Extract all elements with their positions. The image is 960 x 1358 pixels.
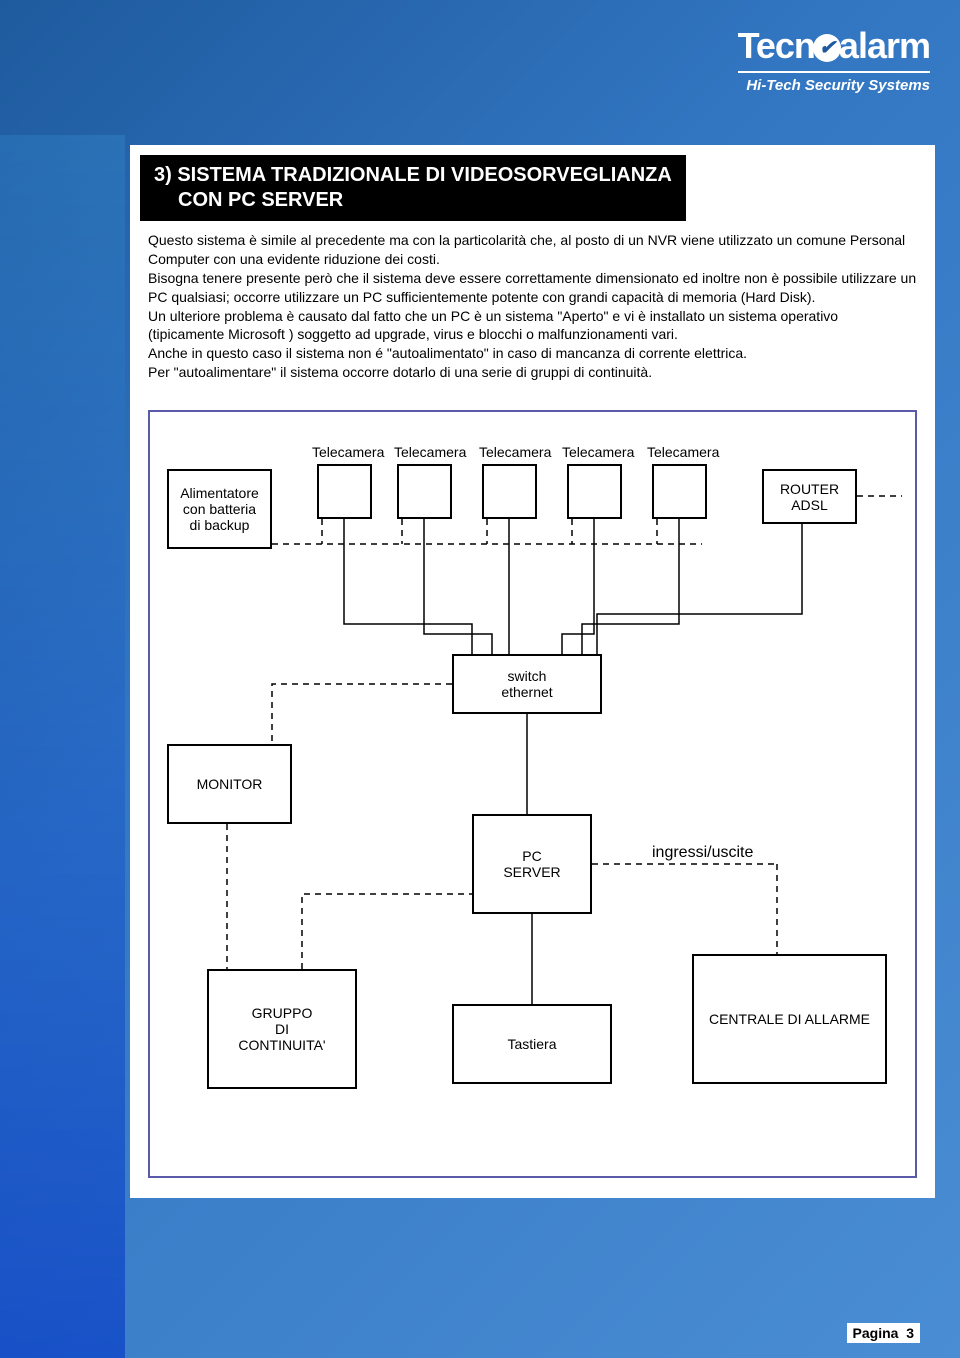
paragraph: Bisogna tenere presente però che il sist… — [148, 269, 917, 307]
diagram-node-alim: Alimentatore con batteria di backup — [167, 469, 272, 549]
paragraph: Anche in questo caso il sistema non é "a… — [148, 344, 917, 363]
diagram-caption-cam5: Telecamera — [647, 444, 719, 460]
diagram-caption-cam1: Telecamera — [312, 444, 384, 460]
diagram-node-switch: switch ethernet — [452, 654, 602, 714]
brand-right: alarm — [839, 25, 930, 66]
diagram-node-central: CENTRALE DI ALLARME — [692, 954, 887, 1084]
diagram-node-router: ROUTER ADSL — [762, 469, 857, 524]
diagram-node-monitor: MONITOR — [167, 744, 292, 824]
diagram-edge — [272, 684, 452, 744]
diagram-caption-cam3: Telecamera — [479, 444, 551, 460]
diagram-edge — [424, 519, 492, 654]
diagram-node-cam3 — [482, 464, 537, 519]
diagram-node-cam1 — [317, 464, 372, 519]
diagram-label-io_lbl: ingressi/uscite — [652, 844, 753, 862]
diagram-edge — [597, 524, 802, 654]
brand-left: Tecn — [738, 25, 815, 66]
diagram-node-pcserv: PC SERVER — [472, 814, 592, 914]
diagram-frame: Alimentatore con batteria di backup Telec… — [148, 410, 917, 1178]
paragraph: Un ulteriore problema è causato dal fatt… — [148, 307, 917, 345]
paragraph: Per "autoalimentare" il sistema occorre … — [148, 363, 917, 382]
diagram-node-gruppo: GRUPPO DI CONTINUITA' — [207, 969, 357, 1089]
section-title: 3) SISTEMA TRADIZIONALE DI VIDEOSORVEGLI… — [140, 155, 686, 221]
diagram-edge — [582, 519, 679, 654]
brand-logo: Tecn✔alarm Hi-Tech Security Systems — [738, 25, 930, 94]
brand-icon: ✔ — [813, 34, 841, 62]
diagram-edge — [302, 894, 472, 969]
title-line1: 3) SISTEMA TRADIZIONALE DI VIDEOSORVEGLI… — [154, 164, 672, 186]
brand-wordmark: Tecn✔alarm — [738, 25, 930, 67]
footer-page: 3 — [906, 1325, 914, 1341]
diagram-caption-cam2: Telecamera — [394, 444, 466, 460]
left-decor-strip — [0, 135, 125, 1358]
diagram-edge — [562, 519, 594, 654]
diagram-caption-cam4: Telecamera — [562, 444, 634, 460]
brand-tagline: Hi-Tech Security Systems — [738, 71, 930, 94]
body-text: Questo sistema è simile al precedente ma… — [130, 221, 935, 400]
diagram-edge — [344, 519, 472, 654]
diagram-node-cam4 — [567, 464, 622, 519]
content-panel: 3) SISTEMA TRADIZIONALE DI VIDEOSORVEGLI… — [130, 145, 935, 1198]
diagram-node-cam5 — [652, 464, 707, 519]
page-header: Tecn✔alarm Hi-Tech Security Systems — [0, 0, 960, 135]
page-footer: Pagina 3 — [847, 1323, 920, 1343]
footer-label: Pagina — [853, 1325, 899, 1341]
paragraph: Questo sistema è simile al precedente ma… — [148, 231, 917, 269]
diagram-node-cam2 — [397, 464, 452, 519]
diagram-node-tast: Tastiera — [452, 1004, 612, 1084]
title-line2: CON PC SERVER — [154, 189, 343, 211]
system-diagram: Alimentatore con batteria di backup Telec… — [162, 424, 902, 1164]
